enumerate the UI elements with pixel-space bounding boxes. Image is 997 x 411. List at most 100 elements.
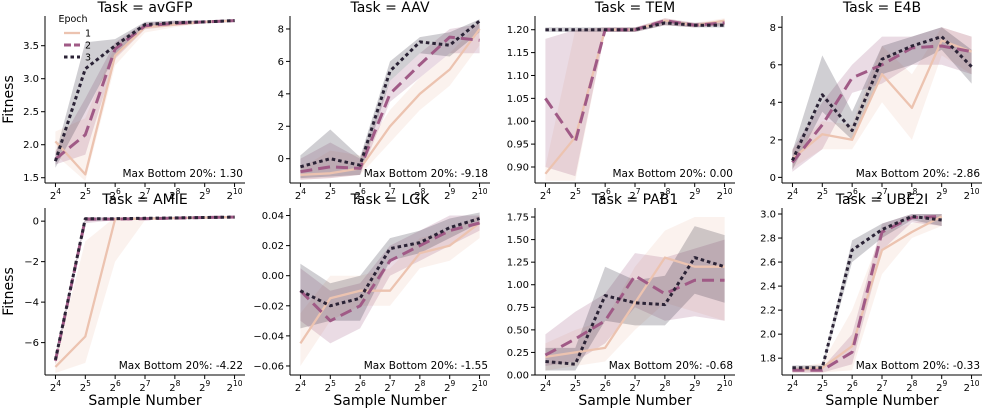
y-tick-label: 0.00 [262,271,284,282]
confidence-band-epoch-3 [792,214,942,371]
series-line-epoch-3 [791,35,973,162]
x-tick-label: 24 [50,187,61,202]
x-tick-label: 29 [444,187,455,202]
panel-title: Task = avGFP [96,0,192,16]
y-tick-label: 1.25 [507,258,529,269]
confidence-band-epoch-2 [300,24,480,180]
x-tick-label: 26 [600,379,611,394]
y-tick-label: 0.50 [507,325,529,336]
y-tick-label: 0.25 [507,348,529,359]
legend-label: 1 [85,29,91,40]
y-tick-label: 2.6 [760,258,776,269]
y-axis-label: Fitness [1,75,17,124]
x-tick-label: 26 [355,379,366,394]
series-line-epoch-2 [300,35,480,174]
x-tick-label: 210 [227,187,243,202]
x-tick-label: 28 [414,187,425,202]
confidence-band-epoch-3 [300,212,480,329]
y-tick-label: 1.05 [507,94,529,105]
confidence-band-epoch-2 [300,215,480,344]
panel-ube2i: Task = UBE2I 1.8 2.0 2.2 2.4 2.6 2.8 3.0 24 25 26 2… [760,192,982,409]
y-tick-label: 8 [770,23,776,34]
x-tick-label: 27 [629,379,640,394]
series-line-epoch-1 [299,222,481,345]
y-tick-label: 2 [770,135,776,146]
y-tick-label: 3.5 [23,41,39,52]
x-tick-label: 28 [169,379,180,394]
panel-title: Task = UBE2I [835,192,929,208]
y-tick-label: −4 [24,298,39,309]
x-tick-label: 26 [600,187,611,202]
y-tick-label: 1.5 [23,173,39,184]
y-tick-label: 6 [278,57,284,68]
confidence-band-epoch-2 [792,27,972,172]
x-tick-label: 28 [659,187,670,202]
x-tick-label: 24 [540,379,551,394]
x-tick-label: 27 [384,379,395,394]
y-tick-label: 0.75 [507,303,529,314]
x-tick-label: 29 [199,187,210,202]
confidence-band-epoch-2 [792,214,942,373]
panel-title: Task = PAB1 [591,192,678,208]
x-tick-label: 24 [295,187,306,202]
y-tick-label: 6 [770,60,776,71]
series-line-epoch-3 [545,256,726,366]
x-tick-label: 210 [717,187,733,202]
x-tick-label: 25 [325,187,336,202]
x-tick-label: 28 [414,379,425,394]
y-tick-label: 0.90 [507,162,529,173]
y-tick-label: 2.0 [760,330,776,341]
max-bottom-annotation: Max Bottom 20%: -4.22 [119,360,243,372]
series-line-epoch-2 [299,221,480,323]
confidence-band-epoch-1 [792,27,972,168]
y-tick-label: 0 [770,173,776,184]
y-tick-label: −0.06 [253,361,284,372]
y-tick-label: 1.15 [507,48,529,59]
y-tick-label: 1.00 [507,280,529,291]
y-tick-label: 2.5 [23,107,39,118]
max-bottom-annotation: Max Bottom 20%: -9.18 [364,168,488,180]
y-tick-label: 2.0 [23,140,39,151]
legend-label: 2 [85,41,91,52]
legend-label: 3 [85,53,91,64]
x-tick-label: 26 [355,187,366,202]
x-tick-label: 29 [689,187,700,202]
y-tick-label: 1.10 [507,71,529,82]
max-bottom-annotation: Max Bottom 20%: 0.00 [613,168,734,180]
y-tick-label: 1.00 [507,117,529,128]
x-tick-label: 210 [472,379,488,394]
max-bottom-annotation: Max Bottom 20%: 1.30 [123,168,244,180]
panel-title: Task = LGK [350,192,430,208]
x-tick-label: 26 [847,379,858,394]
x-tick-label: 25 [325,379,336,394]
y-tick-label: −0.04 [253,331,284,342]
confidence-band-epoch-3 [792,27,972,170]
x-tick-label: 24 [540,187,551,202]
x-tick-label: 25 [570,379,581,394]
panel-avgfp: Task = avGFP 1.5 2.0 2.5 3.0 3.5 24 25 26 27 28 29 2… [1,0,245,202]
x-tick-label: 26 [847,187,858,202]
series-line-epoch-1 [792,215,943,372]
series-line-epoch-2 [544,274,725,357]
x-tick-label: 27 [139,379,150,394]
max-bottom-annotation: Max Bottom 20%: -0.68 [609,360,733,372]
x-tick-label: 29 [444,379,455,394]
confidence-band-epoch-1 [300,22,480,180]
y-tick-label: 1.75 [507,213,529,224]
confidence-band-epoch-1 [792,214,942,373]
x-axis-label: Sample Number [825,393,938,409]
x-axis-label: Sample Number [88,393,201,409]
x-axis-label: Sample Number [333,393,446,409]
y-tick-label: −2 [24,257,39,268]
y-tick-label: 3.0 [760,210,776,221]
y-tick-label: 0.04 [262,211,284,222]
confidence-band-epoch-3 [55,19,235,168]
y-tick-label: 1.8 [760,354,776,365]
y-tick-label: 2.4 [760,282,776,293]
x-tick-label: 210 [227,379,243,394]
x-tick-label: 210 [472,187,488,202]
x-tick-label: 29 [936,187,947,202]
y-tick-label: 0.02 [262,241,284,252]
